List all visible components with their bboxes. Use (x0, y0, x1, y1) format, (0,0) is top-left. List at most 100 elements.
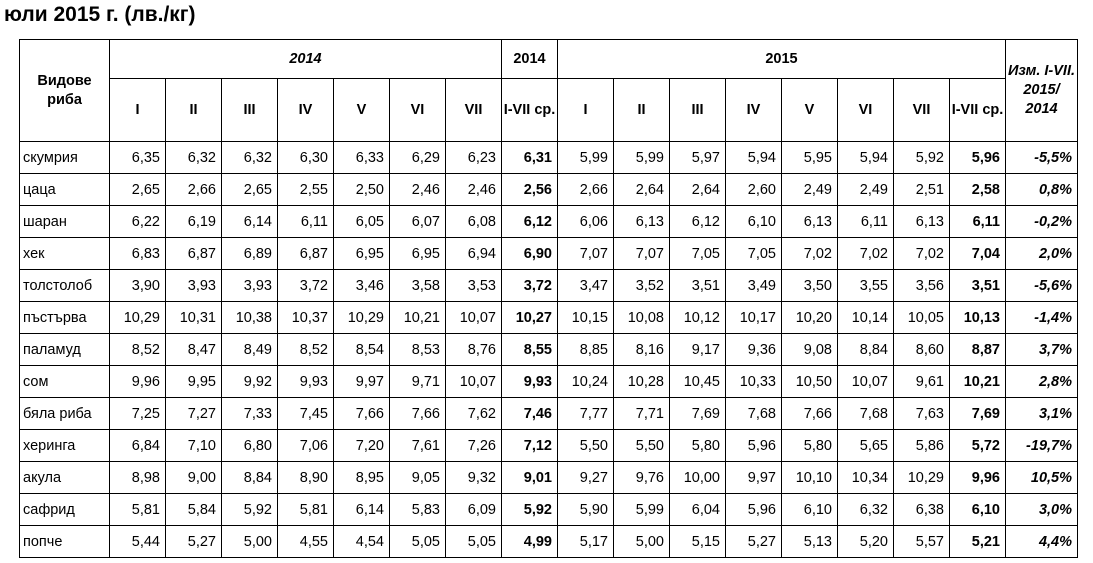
price-2015-cell: 10,07 (837, 365, 894, 398)
month-header: III (669, 78, 726, 142)
price-2014-cell: 6,11 (277, 205, 334, 238)
price-2015-cell: 6,13 (781, 205, 838, 238)
price-2014-cell: 7,62 (445, 397, 502, 430)
price-2015-cell: 8,16 (613, 333, 670, 366)
month-header: VII (445, 78, 502, 142)
month-header: II (165, 78, 222, 142)
fish-name-cell: скумрия (19, 141, 110, 174)
table-row: бяла риба 7,25 7,27 7,33 7,45 7,66 7,66 7,62 7,4… (19, 397, 1078, 430)
price-2015-cell: 2,64 (613, 173, 670, 206)
price-2014-cell: 6,09 (445, 493, 502, 526)
price-2014-cell: 7,25 (109, 397, 166, 430)
month-header: VI (837, 78, 894, 142)
price-2014-cell: 6,95 (389, 237, 446, 270)
price-2015-cell: 3,50 (781, 269, 838, 302)
price-2015-cell: 5,94 (725, 141, 782, 174)
month-header: IV (725, 78, 782, 142)
price-2015-cell: 9,61 (893, 365, 950, 398)
price-2015-cell: 10,05 (893, 301, 950, 334)
avg-2015-cell: 2,58 (949, 173, 1006, 206)
price-2015-cell: 10,34 (837, 461, 894, 494)
price-2014-cell: 6,83 (109, 237, 166, 270)
price-2015-cell: 10,20 (781, 301, 838, 334)
price-2014-cell: 5,81 (109, 493, 166, 526)
price-2014-cell: 5,05 (389, 525, 446, 558)
price-2014-cell: 8,53 (389, 333, 446, 366)
price-2014-cell: 9,97 (333, 365, 390, 398)
price-2014-cell: 2,65 (221, 173, 278, 206)
price-2014-cell: 6,29 (389, 141, 446, 174)
avg-2015-cell: 7,04 (949, 237, 1006, 270)
price-2015-cell: 6,10 (725, 205, 782, 238)
price-2014-cell: 6,08 (445, 205, 502, 238)
price-2015-cell: 2,49 (781, 173, 838, 206)
price-2014-cell: 6,94 (445, 237, 502, 270)
price-2014-cell: 9,96 (109, 365, 166, 398)
table-row: херинга 6,84 7,10 6,80 7,06 7,20 7,61 7,26 7,12 5… (19, 429, 1078, 462)
price-2014-cell: 6,32 (165, 141, 222, 174)
price-2015-cell: 10,08 (613, 301, 670, 334)
header-row-months: I II III IV V VI VII I-VII ср. I II III … (20, 78, 1078, 142)
price-2015-cell: 5,96 (725, 429, 782, 462)
avg-2015-cell: 7,69 (949, 397, 1006, 430)
table-row: пъстърва 10,29 10,31 10,38 10,37 10,29 10,21 10… (19, 301, 1078, 334)
fish-name-cell: херинга (19, 429, 110, 462)
avg-2014-cell: 10,27 (501, 301, 558, 334)
fish-price-table: Видове риба 2014 2014 2015 Изм. I-VII. 2… (19, 39, 1078, 558)
table-row: хек 6,83 6,87 6,89 6,87 6,95 6,95 6,94 6,90 7,07 7… (19, 237, 1078, 270)
price-2014-cell: 8,52 (109, 333, 166, 366)
price-2015-cell: 3,52 (613, 269, 670, 302)
header-row-years: Видове риба 2014 2014 2015 Изм. I-VII. 2… (19, 39, 1078, 142)
change-cell: -5,6% (1005, 269, 1078, 302)
change-cell: -0,2% (1005, 205, 1078, 238)
price-2014-cell: 10,07 (445, 365, 502, 398)
price-2014-cell: 10,07 (445, 301, 502, 334)
price-2014-cell: 10,29 (333, 301, 390, 334)
change-column-header: Изм. I-VII. 2015/ 2014 (1005, 39, 1078, 142)
avg-2014-cell: 2,56 (501, 173, 558, 206)
price-2014-cell: 10,38 (221, 301, 278, 334)
price-2014-cell: 5,00 (221, 525, 278, 558)
avg-2014-cell: 9,01 (501, 461, 558, 494)
price-2014-cell: 8,47 (165, 333, 222, 366)
price-2015-cell: 5,15 (669, 525, 726, 558)
avg-2014-cell: 3,72 (501, 269, 558, 302)
price-2015-cell: 7,71 (613, 397, 670, 430)
price-2014-cell: 6,87 (165, 237, 222, 270)
month-header: V (781, 78, 838, 142)
price-2014-cell: 6,14 (333, 493, 390, 526)
price-2014-cell: 8,76 (445, 333, 502, 366)
price-2015-cell: 7,05 (669, 237, 726, 270)
change-cell: -5,5% (1005, 141, 1078, 174)
price-2014-cell: 6,07 (389, 205, 446, 238)
price-2015-cell: 5,92 (893, 141, 950, 174)
price-2015-cell: 8,60 (893, 333, 950, 366)
price-2015-cell: 5,86 (893, 429, 950, 462)
year-2015-header: 2015 (557, 39, 1006, 79)
price-2015-cell: 5,90 (557, 493, 614, 526)
table-row: сом 9,96 9,95 9,92 9,93 9,97 9,71 10,07 9,93 10,2… (19, 365, 1078, 398)
fish-name-cell: сафрид (19, 493, 110, 526)
price-2015-cell: 6,11 (837, 205, 894, 238)
change-cell: 3,1% (1005, 397, 1078, 430)
price-2015-cell: 10,33 (725, 365, 782, 398)
year-2014-header: 2014 (109, 39, 502, 79)
price-2015-cell: 8,85 (557, 333, 614, 366)
price-2015-cell: 3,51 (669, 269, 726, 302)
avg-2014-cell: 6,12 (501, 205, 558, 238)
price-2015-cell: 6,06 (557, 205, 614, 238)
avg-2015-cell: 10,21 (949, 365, 1006, 398)
price-2015-cell: 5,94 (837, 141, 894, 174)
price-2015-cell: 6,04 (669, 493, 726, 526)
price-2014-cell: 8,98 (109, 461, 166, 494)
price-2014-cell: 5,05 (445, 525, 502, 558)
price-2014-cell: 3,46 (333, 269, 390, 302)
price-2015-cell: 7,68 (725, 397, 782, 430)
price-2014-cell: 2,55 (277, 173, 334, 206)
change-cell: 3,0% (1005, 493, 1078, 526)
avg-2015-cell: 8,87 (949, 333, 1006, 366)
price-2014-cell: 4,54 (333, 525, 390, 558)
price-2015-cell: 9,27 (557, 461, 614, 494)
price-2014-cell: 6,05 (333, 205, 390, 238)
table-row: попче 5,44 5,27 5,00 4,55 4,54 5,05 5,05 4,99 5,1… (19, 525, 1078, 558)
